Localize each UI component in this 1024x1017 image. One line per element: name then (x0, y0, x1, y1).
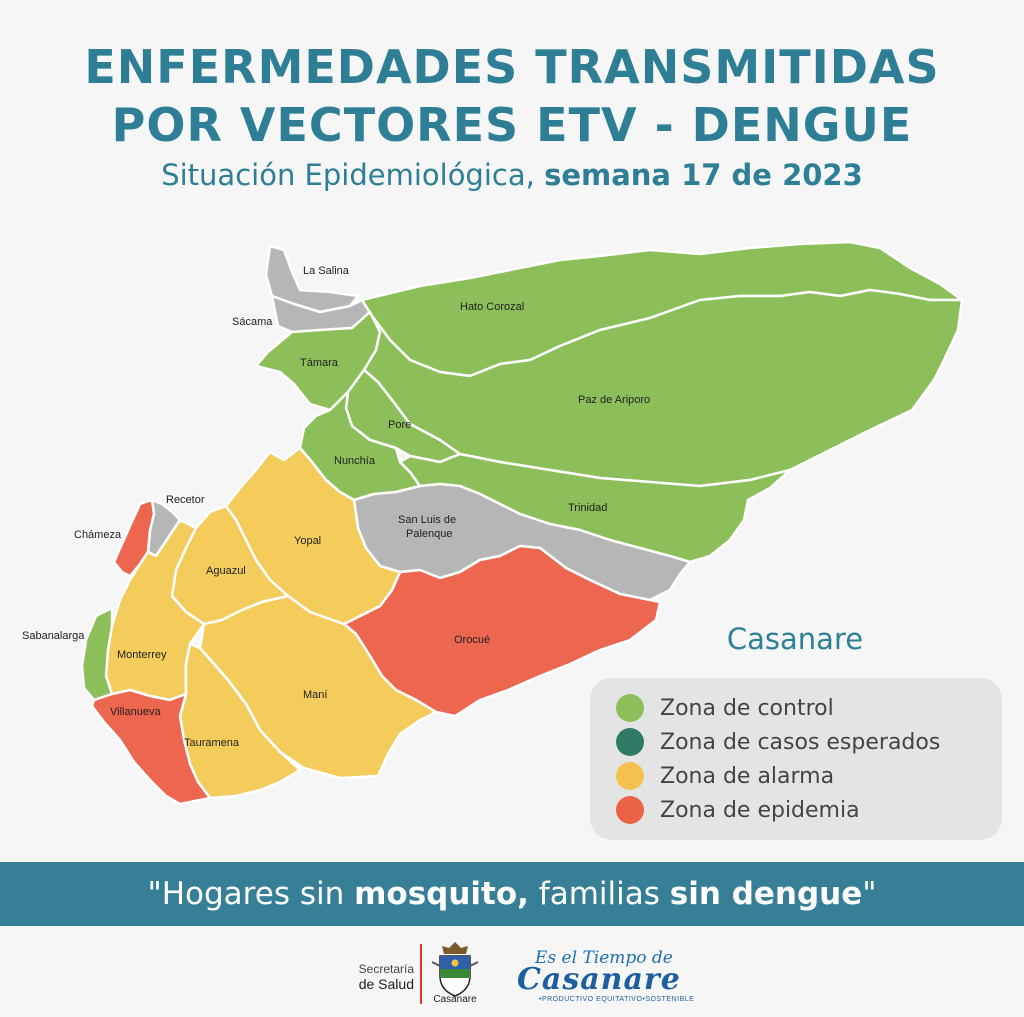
slogan-part-3: " (862, 876, 877, 912)
page-subtitle: Situación Epidemiológica, semana 17 de 2… (0, 158, 1024, 192)
slogan-part-1: "Hogares sin (147, 876, 355, 912)
label-aguazul: Aguazul (206, 565, 246, 577)
brand-top-text: Es el Tiempo de (535, 948, 673, 968)
subtitle-bold: semana 17 de 2023 (544, 158, 863, 192)
slogan-bold-1: mosquito, (354, 876, 529, 912)
slogan-part-2: familias (528, 876, 670, 912)
label-chameza: Chámeza (74, 529, 122, 541)
casanare-map (80, 240, 964, 806)
logo-divider (420, 944, 422, 1004)
slogan-banner: "Hogares sin mosquito, familias sin deng… (0, 862, 1024, 926)
label-monterrey: Monterrey (117, 649, 167, 661)
label-san-luis-de: San Luis de (398, 514, 457, 526)
legend-dot-epidemia (616, 796, 644, 824)
legend-label-epidemia: Zona de epidemia (660, 797, 860, 823)
legend-item-epidemia: Zona de epidemia (616, 795, 860, 825)
label-recetor: Recetor (166, 494, 205, 506)
municipality-la-salina (264, 244, 360, 314)
label-sabanalarga: Sabanalarga (22, 630, 85, 642)
legend-item-casos-esperados: Zona de casos esperados (616, 727, 940, 757)
brand-main-text: Casanare (517, 962, 681, 997)
page-title-line-2: POR VECTORES ETV - DENGUE (111, 98, 913, 152)
es-el-tiempo-de-casanare-logo: Es el Tiempo de Casanare •PRODUCTIVO EQU… (505, 948, 694, 1008)
casanare-crest-icon (431, 942, 479, 997)
legend-label-control: Zona de control (660, 695, 834, 721)
label-sacama: Sácama (232, 316, 273, 328)
subtitle-light: Situación Epidemiológica, (161, 158, 535, 192)
legend-label-alarma: Zona de alarma (660, 763, 835, 789)
legend-label-casos-esperados: Zona de casos esperados (660, 729, 941, 755)
legend-dot-casos-esperados (616, 728, 644, 756)
label-la-salina: La Salina (303, 265, 349, 277)
label-tamara: Támara (300, 357, 338, 369)
page-title-line-1: ENFERMEDADES TRANSMITIDAS (84, 40, 940, 94)
legend-dot-alarma (616, 762, 644, 790)
brand-sub-text: •PRODUCTIVO EQUITATIVO•SOSTENIBLE (539, 996, 695, 1003)
label-nunchia: Nunchía (334, 455, 375, 467)
legend-dot-control (616, 694, 644, 722)
label-paz-de-ariporo: Paz de Ariporo (578, 394, 651, 406)
legend-item-control: Zona de control (616, 693, 834, 723)
map-legend: Zona de control Zona de casos esperados … (590, 678, 1002, 840)
label-orocue: Orocué (454, 634, 491, 646)
slogan-bold-2: sin dengue (669, 876, 863, 912)
secretaria-de-salud-logo: Secretaría de Salud (350, 962, 414, 992)
label-palenque: Palenque (406, 528, 453, 540)
label-hato-corozal: Hato Corozal (460, 301, 525, 313)
label-mani: Maní (303, 689, 328, 701)
crest-label: Casanare (433, 994, 477, 1005)
label-tauramena: Tauramena (184, 737, 240, 749)
legend-item-alarma: Zona de alarma (616, 761, 834, 791)
label-pore: Pore (388, 419, 412, 431)
label-trinidad: Trinidad (568, 502, 608, 514)
label-villanueva: Villanueva (110, 706, 161, 718)
secretaria-line-2: de Salud (358, 976, 414, 992)
municipality-villanueva (90, 688, 212, 806)
region-title: Casanare (726, 622, 864, 656)
secretaria-line-1: Secretaría (358, 962, 414, 976)
label-yopal: Yopal (294, 535, 322, 547)
municipality-sabanalarga (80, 606, 114, 702)
